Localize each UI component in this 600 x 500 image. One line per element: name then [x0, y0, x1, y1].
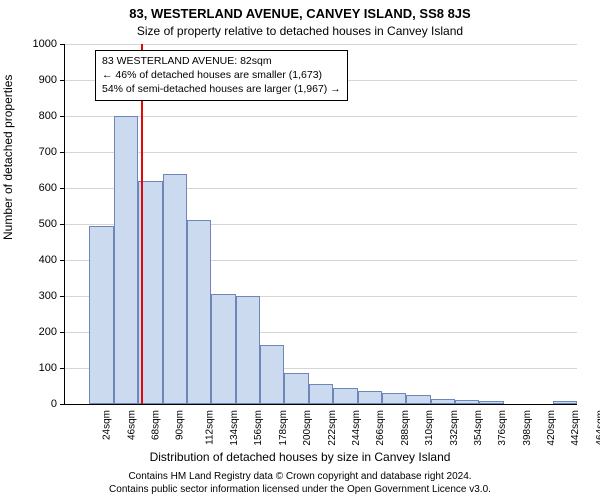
xtick-label: 464sqm: [595, 410, 600, 446]
histogram-bar: [260, 345, 284, 404]
page-title: 83, WESTERLAND AVENUE, CANVEY ISLAND, SS…: [0, 6, 600, 21]
info-line-3: 54% of semi-detached houses are larger (…: [102, 82, 341, 96]
xtick-label: 244sqm: [351, 410, 362, 446]
xtick-label: 310sqm: [424, 410, 435, 446]
xtick-label: 398sqm: [522, 410, 533, 446]
chart-subtitle: Size of property relative to detached ho…: [0, 24, 600, 38]
histogram-bar: [114, 116, 138, 404]
histogram-bar: [284, 373, 308, 404]
xtick-label: 112sqm: [204, 410, 215, 445]
xtick-label: 266sqm: [375, 410, 386, 446]
xtick-label: 420sqm: [546, 410, 557, 446]
xtick-label: 442sqm: [571, 410, 582, 446]
ytick-mark: [60, 188, 65, 189]
xtick-label: 376sqm: [497, 410, 508, 446]
ytick-mark: [60, 44, 65, 45]
xtick-label: 200sqm: [302, 410, 313, 446]
ytick-mark: [60, 296, 65, 297]
ytick-label: 400: [39, 254, 57, 266]
histogram-bar: [479, 401, 503, 404]
ytick-label: 800: [39, 110, 57, 122]
info-line-2: ← 46% of detached houses are smaller (1,…: [102, 68, 341, 82]
histogram-bar: [89, 226, 113, 404]
histogram-bar: [431, 399, 455, 404]
xtick-label: 134sqm: [229, 410, 240, 446]
xtick-label: 24sqm: [102, 410, 113, 440]
xtick-label: 90sqm: [175, 410, 186, 440]
xtick-label: 222sqm: [327, 410, 338, 446]
histogram-plot: 0100200300400500600700800900100024sqm46s…: [64, 44, 577, 405]
ytick-label: 1000: [33, 38, 57, 50]
ytick-label: 200: [39, 326, 57, 338]
ytick-label: 300: [39, 290, 57, 302]
footer-line-2: Contains public sector information licen…: [0, 484, 600, 497]
xtick-label: 68sqm: [150, 410, 161, 440]
histogram-bar: [333, 388, 357, 404]
xtick-label: 156sqm: [254, 410, 265, 446]
ytick-mark: [60, 116, 65, 117]
histogram-bar: [455, 400, 479, 404]
histogram-bar: [406, 395, 430, 404]
x-axis-label: Distribution of detached houses by size …: [0, 450, 600, 464]
footer: Contains HM Land Registry data © Crown c…: [0, 471, 600, 496]
info-line-1: 83 WESTERLAND AVENUE: 82sqm: [102, 54, 341, 68]
xtick-label: 46sqm: [126, 410, 137, 440]
histogram-bar: [382, 393, 406, 404]
xtick-label: 178sqm: [278, 410, 289, 446]
xtick-label: 288sqm: [400, 410, 411, 446]
ytick-label: 600: [39, 182, 57, 194]
ytick-mark: [60, 404, 65, 405]
histogram-bar: [553, 401, 577, 404]
ytick-label: 900: [39, 74, 57, 86]
histogram-bar: [358, 391, 382, 404]
xtick-label: 332sqm: [449, 410, 460, 446]
ytick-mark: [60, 224, 65, 225]
footer-line-1: Contains HM Land Registry data © Crown c…: [0, 471, 600, 484]
ytick-label: 700: [39, 146, 57, 158]
histogram-bar: [163, 174, 187, 404]
info-box: 83 WESTERLAND AVENUE: 82sqm ← 46% of det…: [95, 50, 348, 101]
ytick-label: 500: [39, 218, 57, 230]
y-axis-label: Number of detached properties: [1, 75, 15, 240]
xtick-label: 354sqm: [473, 410, 484, 446]
ytick-mark: [60, 80, 65, 81]
ytick-mark: [60, 152, 65, 153]
ytick-mark: [60, 368, 65, 369]
histogram-bar: [236, 296, 260, 404]
ytick-mark: [60, 260, 65, 261]
histogram-bar: [309, 384, 333, 404]
ytick-label: 100: [39, 362, 57, 374]
ytick-mark: [60, 332, 65, 333]
histogram-bar: [211, 294, 235, 404]
ytick-label: 0: [51, 398, 57, 410]
histogram-bar: [187, 220, 211, 404]
